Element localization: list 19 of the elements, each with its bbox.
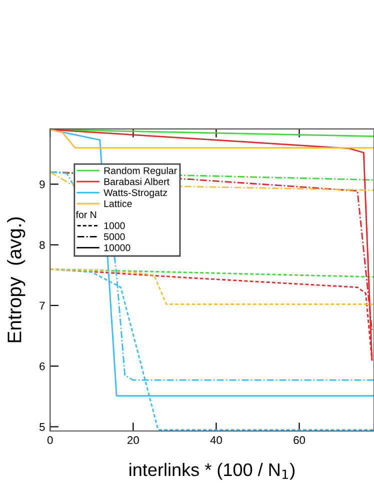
- y-tick-label: 5: [40, 423, 45, 431]
- y-tick-label: 9: [40, 180, 45, 188]
- y-tick-label: 8: [40, 241, 45, 249]
- x-tick-label: 40: [210, 436, 222, 444]
- x-axis-title: interlinks * (100 / N$_{1}$): [130, 462, 294, 480]
- y-axis-title: Entropy (avg.): [7, 217, 26, 342]
- x-tick-label: 20: [128, 436, 139, 444]
- legend-label: Lattice: [104, 200, 132, 208]
- x-tick-label: 0: [47, 436, 53, 444]
- legend-title: for N: [76, 211, 96, 218]
- legend-label: Random Regular: [104, 166, 177, 176]
- legend-label: 10000: [104, 244, 130, 252]
- legend-label: Watts-Strogatz: [104, 189, 168, 198]
- legend-label: 5000: [104, 233, 125, 240]
- y-tick-label: 7: [40, 302, 45, 310]
- y-tick-label: 6: [40, 362, 45, 370]
- x-tick-label: 60: [294, 436, 306, 444]
- legend-label: 1000: [104, 222, 125, 230]
- legend-label: Barabasi Albert: [104, 178, 170, 186]
